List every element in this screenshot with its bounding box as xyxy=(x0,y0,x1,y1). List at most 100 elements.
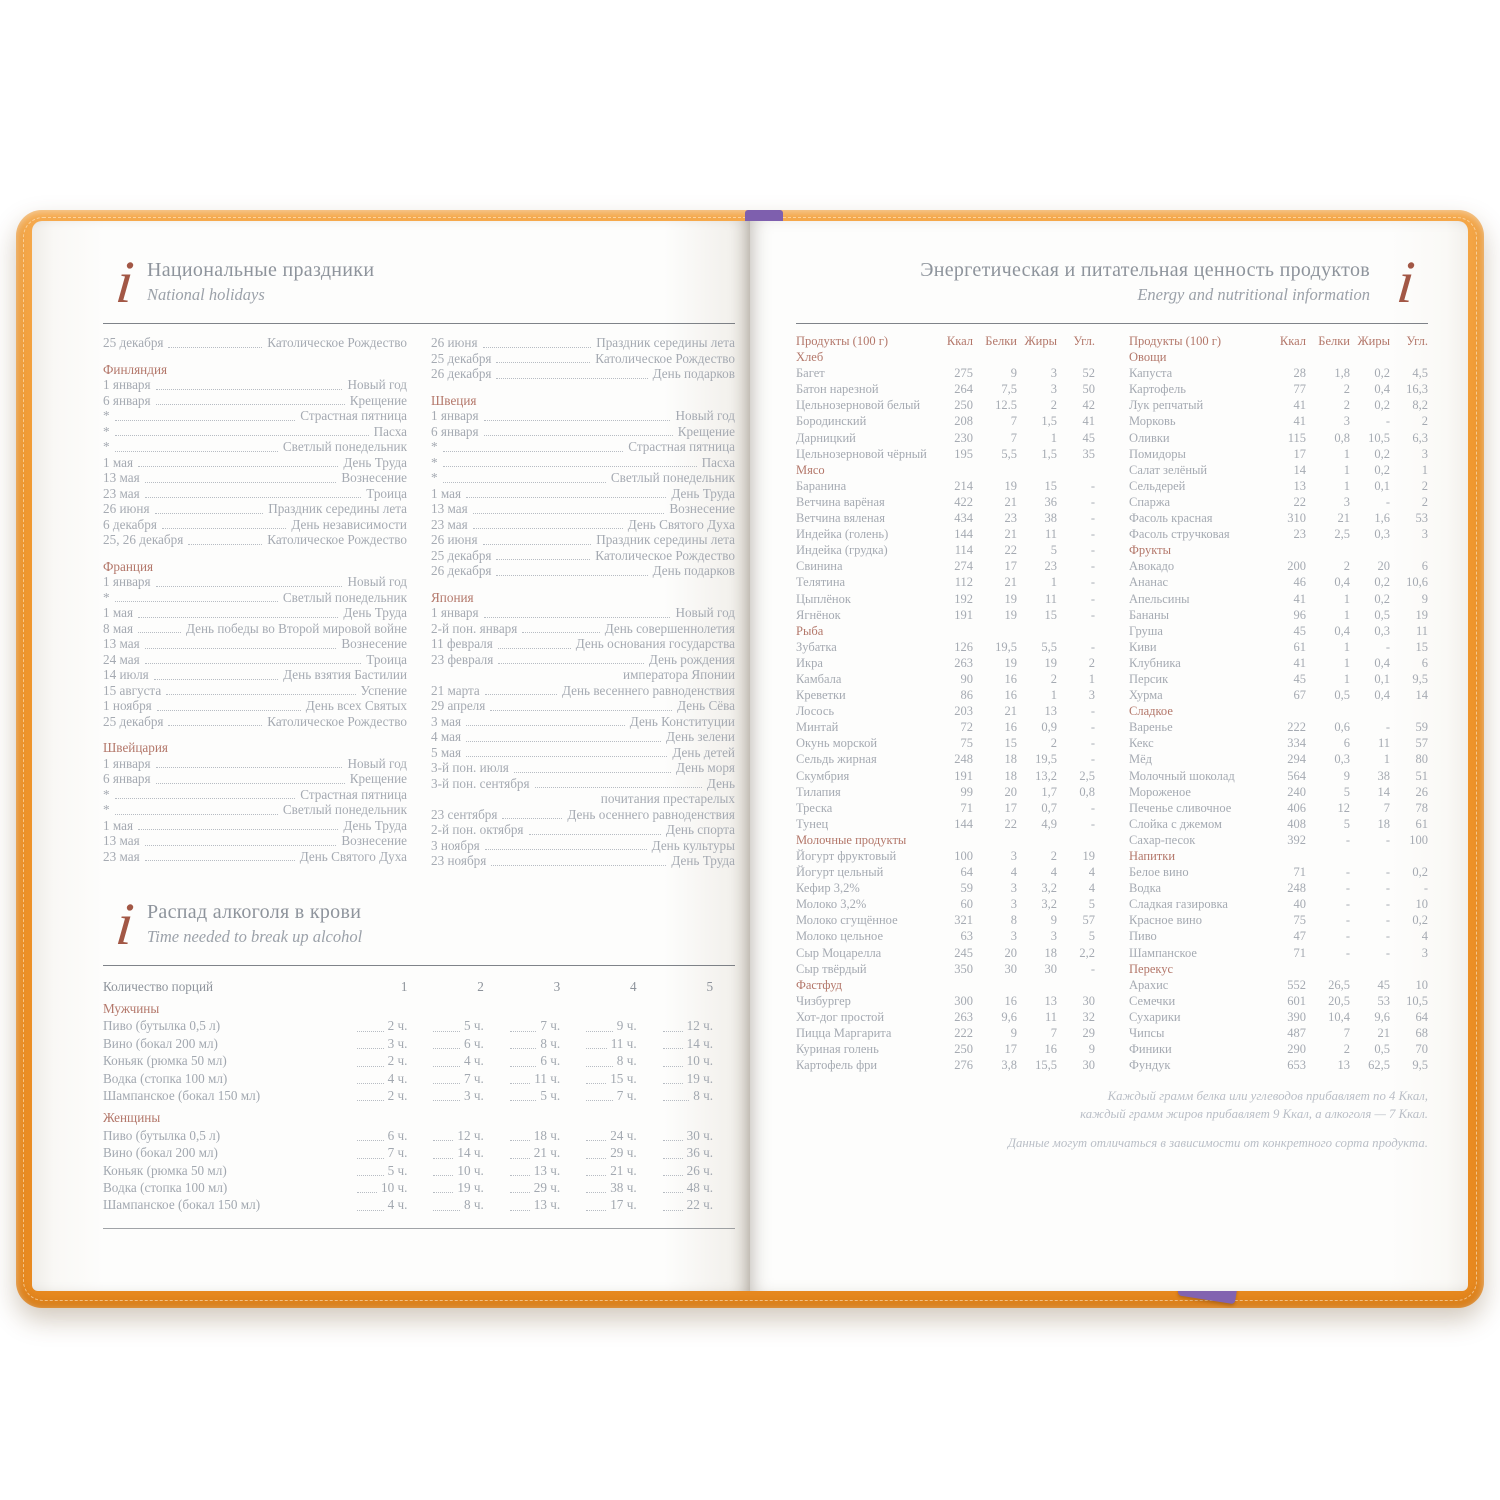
dot-leader xyxy=(472,528,623,529)
dot-leader xyxy=(522,632,600,633)
dot-leader xyxy=(155,404,345,405)
dot-leader xyxy=(466,497,667,498)
dot-leader xyxy=(509,1100,537,1102)
food-kcal: 390 xyxy=(1287,1009,1306,1024)
food-kcal: 434 xyxy=(954,511,973,526)
food-protein: 15 xyxy=(1004,736,1018,751)
holiday-date: 26 декабря xyxy=(431,563,492,578)
hours-value: 5 ч. xyxy=(463,1018,484,1034)
food-protein: 21 xyxy=(1004,494,1018,509)
holiday-row: * Страстная пятница xyxy=(103,408,407,424)
info-icon: i xyxy=(113,890,137,957)
dot-leader xyxy=(433,1082,460,1084)
alcohol-row: Коньяк (рюмка 50 мл) 5 ч. 10 ч. 13 ч. 21 ч. 2… xyxy=(103,1162,735,1179)
food-name: Пицца Маргарита xyxy=(796,1026,892,1041)
food-protein: 5 xyxy=(1343,816,1350,831)
food-protein: 7 xyxy=(1010,414,1017,429)
nutrition-title: Энергетическая и питательная ценность пр… xyxy=(920,259,1370,281)
food-name: Персик xyxy=(1129,671,1169,686)
food-fat: 9 xyxy=(1050,913,1057,928)
food-kcal: 195 xyxy=(954,446,973,461)
holiday-row: 3-й пон. сентября День xyxy=(431,776,735,792)
holiday-date: 1 мая xyxy=(103,605,134,620)
food-protein: 16 xyxy=(1004,720,1018,735)
hours-cell: 11 ч. xyxy=(582,1035,658,1052)
holiday-name: Новый год xyxy=(675,408,735,423)
food-name: Куриная голень xyxy=(796,1042,879,1057)
hours-value: 12 ч. xyxy=(686,1018,714,1034)
hours-value: 6 ч. xyxy=(387,1127,408,1143)
holiday-date: 15 августа xyxy=(103,682,162,698)
dot-leader xyxy=(496,574,648,576)
holiday-date: * xyxy=(103,408,110,423)
dot-leader xyxy=(496,362,591,363)
dot-leader xyxy=(586,1174,607,1176)
hours-cell: 7 ч. xyxy=(429,1070,505,1087)
col-header-kcal: Ккал xyxy=(1279,334,1306,348)
food-name: Сельдерей xyxy=(1129,478,1186,493)
holiday-date: 3 мая xyxy=(431,713,462,729)
food-kcal: 100 xyxy=(954,849,973,863)
col-header-kcal: Ккал xyxy=(946,334,973,348)
dot-leader xyxy=(114,601,278,602)
food-fat: 14 xyxy=(1377,784,1391,799)
food-carbs: 4,5 xyxy=(1412,366,1428,381)
nutrition-header: i Энергетическая и питательная ценность … xyxy=(796,249,1428,315)
hours-value: 12 ч. xyxy=(457,1127,484,1143)
food-protein: 3 xyxy=(1343,494,1350,509)
food-protein: 4 xyxy=(1010,865,1017,880)
hours-value: 4 ч. xyxy=(387,1197,408,1213)
holiday-name: Новый год xyxy=(347,574,407,589)
holiday-date: 23 сентября xyxy=(431,806,498,822)
food-kcal: 71 xyxy=(1293,945,1307,960)
food-category-heading: Фрукты xyxy=(1129,543,1171,558)
food-kcal: 59 xyxy=(960,881,974,896)
dot-leader xyxy=(509,1174,530,1176)
dot-leader xyxy=(357,1100,384,1102)
food-kcal: 248 xyxy=(1287,881,1306,896)
dot-leader xyxy=(114,435,369,436)
holiday-date: 6 декабря xyxy=(103,516,157,532)
food-name: Хурма xyxy=(1129,688,1163,703)
food-category-heading: Овощи xyxy=(1129,350,1167,365)
food-name: Минтай xyxy=(796,720,839,735)
hours-value: 36 ч. xyxy=(686,1145,714,1161)
hours-cell: 22 ч. xyxy=(659,1196,735,1213)
food-fat: 4,9 xyxy=(1041,816,1057,831)
food-name: Помидоры xyxy=(1129,446,1186,461)
drink-label: Пиво (бутылка 0,5 л) xyxy=(103,1018,221,1034)
food-kcal: 422 xyxy=(954,494,973,509)
drink-label: Шампанское (бокал 150 мл) xyxy=(103,1197,261,1213)
holiday-name: Крещение xyxy=(349,392,407,408)
food-category-heading: Напитки xyxy=(1129,849,1176,863)
food-name: Бородинский xyxy=(796,414,867,429)
hours-cell: 2 ч. xyxy=(353,1052,429,1069)
holiday-row: 24 мая Троица xyxy=(103,652,407,668)
food-fat: 1 xyxy=(1050,688,1057,703)
food-carbs: 2 xyxy=(1421,494,1428,509)
dot-leader xyxy=(483,435,673,436)
food-carbs: 6 xyxy=(1421,559,1428,574)
food-kcal: 276 xyxy=(954,1058,973,1073)
alcohol-row: Вино (бокал 200 мл) 7 ч. 14 ч. 21 ч. 29 ч. 36… xyxy=(103,1144,735,1161)
holiday-date: 23 мая xyxy=(431,516,468,532)
food-name: Зубатка xyxy=(796,639,837,654)
holiday-date: 24 мая xyxy=(103,651,140,667)
holiday-date: 6 января xyxy=(103,771,151,786)
hours-value: 3 ч. xyxy=(463,1087,484,1103)
hours-cell: 8 ч. xyxy=(429,1196,505,1213)
holiday-date: * xyxy=(431,439,438,454)
food-kcal: 653 xyxy=(1287,1058,1306,1073)
hours-cell: 5 ч. xyxy=(506,1087,582,1104)
food-kcal: 23 xyxy=(1293,527,1307,542)
hours-value: 3 ч. xyxy=(387,1035,408,1051)
col-header-product: Продукты (100 г) xyxy=(796,334,888,348)
holiday-date: 25 декабря xyxy=(103,713,164,729)
food-carbs: 26 xyxy=(1415,784,1429,799)
holidays-title: Национальные праздники xyxy=(147,259,375,281)
food-name: Арахис xyxy=(1129,977,1169,992)
hours-value: 6 ч. xyxy=(540,1053,561,1069)
alcohol-row: Шампанское (бокал 150 мл) 4 ч. 8 ч. 13 ч. 17… xyxy=(103,1196,735,1213)
food-kcal: 222 xyxy=(1287,720,1306,735)
